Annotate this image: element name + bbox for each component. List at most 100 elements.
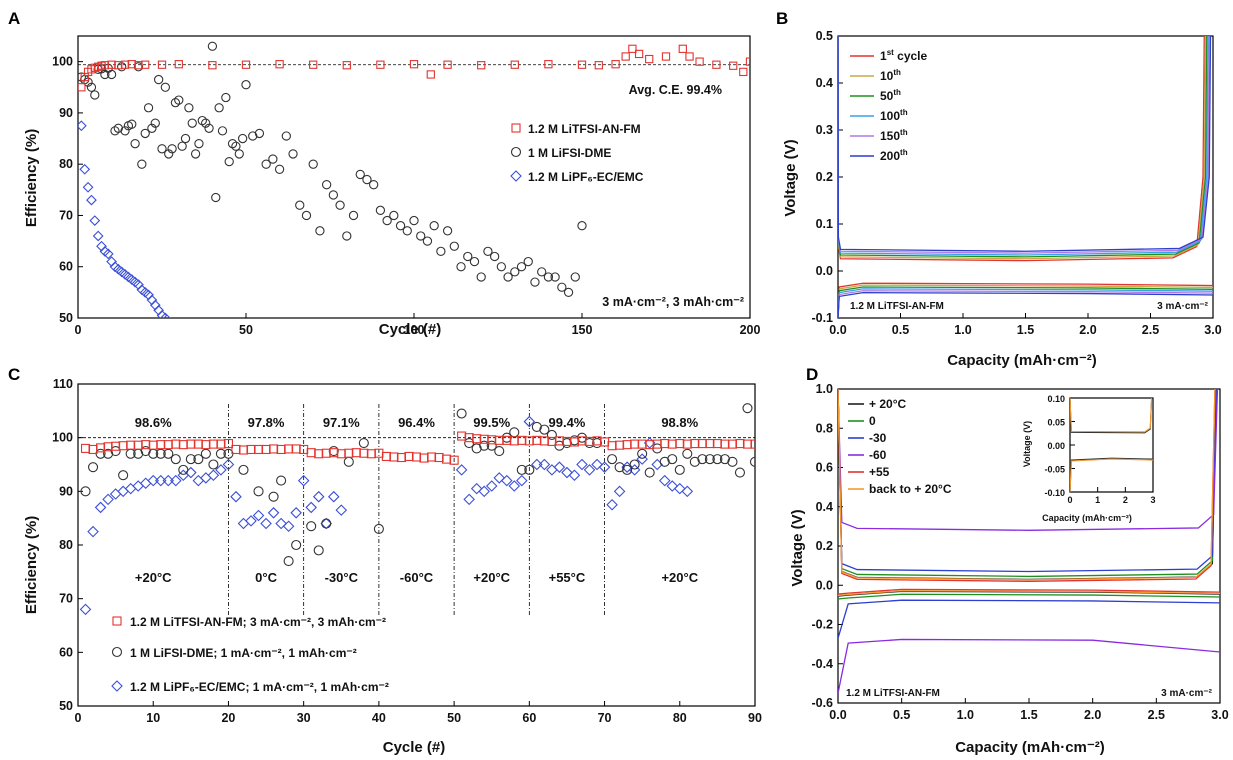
panel-a-point-diamond bbox=[79, 163, 91, 175]
panel-c-xtick-label: 70 bbox=[598, 711, 612, 725]
panel-c-point-circle bbox=[697, 454, 708, 465]
panel-c-point-circle bbox=[629, 459, 640, 470]
panel-c-point-circle bbox=[637, 448, 648, 459]
panel-c-segment-temperature: +55°C bbox=[549, 570, 586, 585]
panel-c-point-circle bbox=[321, 518, 332, 529]
panel-a-point-square bbox=[157, 60, 167, 69]
panel-c-point-square bbox=[750, 439, 755, 449]
panel-c-point-circle bbox=[208, 459, 219, 470]
panel-b-ytick-label: -0.1 bbox=[811, 311, 833, 325]
panel-c-point-diamond bbox=[591, 458, 603, 471]
panel-c-point-circle bbox=[712, 454, 723, 465]
panel-c-segment-efficiency: 99.4% bbox=[549, 415, 586, 430]
panel-a-point-circle bbox=[315, 226, 325, 236]
panel-c-point-circle bbox=[238, 464, 249, 475]
panel-c-point-circle bbox=[682, 448, 693, 459]
panel-a-point-circle bbox=[224, 156, 234, 167]
panel-c-point-circle bbox=[283, 556, 294, 567]
panel-c-point-circle bbox=[607, 454, 618, 465]
panel-c-ytick-label: 70 bbox=[59, 592, 73, 606]
panel-a-point-circle bbox=[241, 80, 251, 90]
panel-c-point-square bbox=[126, 440, 136, 450]
panel-c-point-diamond bbox=[327, 490, 340, 503]
panel-c-point-square bbox=[381, 451, 391, 462]
panel-c-point-square bbox=[426, 452, 437, 462]
panel-c-point-circle bbox=[524, 464, 535, 475]
panel-c-point-diamond bbox=[290, 507, 302, 519]
panel-d-inset-curves bbox=[1070, 398, 1153, 492]
panel-a-point-square bbox=[712, 60, 721, 69]
panel-c-xtick-label: 50 bbox=[447, 711, 461, 725]
panel-a-point-circle bbox=[217, 126, 228, 136]
panel-c-point-diamond bbox=[162, 474, 175, 487]
panel-c-point-circle bbox=[689, 456, 700, 467]
panel-c-ytick-label: 100 bbox=[52, 431, 73, 445]
panel-a-point-circle bbox=[570, 272, 580, 282]
panel-a-point-circle bbox=[211, 192, 221, 203]
panel-c-segment-temperature: -30°C bbox=[325, 570, 359, 585]
panel-a-point-circle bbox=[395, 221, 406, 231]
panel-b-discharge-curve bbox=[838, 291, 1213, 318]
panel-c-point-circle bbox=[531, 421, 542, 432]
panel-a-point-diamond bbox=[86, 194, 97, 206]
panel-a-point-circle bbox=[321, 180, 332, 190]
panel-c-segment-efficiency: 97.8% bbox=[248, 415, 285, 430]
panel-c-point-diamond bbox=[87, 525, 99, 538]
panel-c-point-circle bbox=[178, 464, 189, 475]
panel-c-segment-efficiency: 99.5% bbox=[473, 415, 510, 430]
panel-a-point-circle bbox=[301, 210, 312, 221]
panel-d-inset-ytick-label: 0.00 bbox=[1047, 441, 1065, 451]
panel-c-point-circle bbox=[486, 440, 497, 451]
panel-c-xtick-label: 60 bbox=[522, 711, 536, 725]
panel-d-ytick-label: 0.6 bbox=[816, 461, 833, 475]
panel-a-legend-marker bbox=[510, 170, 522, 182]
panel-d-inset-ytick-label: 0.10 bbox=[1047, 394, 1065, 404]
panel-c-point-circle bbox=[614, 462, 625, 473]
panel-a-point-circle bbox=[234, 149, 244, 159]
panel-c-point-square bbox=[675, 439, 685, 449]
panel-d-charge-curve bbox=[838, 389, 1217, 573]
panel-d-inset-ytick-label: 0.05 bbox=[1047, 418, 1065, 428]
panel-a-point-circle bbox=[389, 210, 399, 221]
panel-d-ytick-label: -0.2 bbox=[811, 618, 833, 632]
panel-c-point-circle bbox=[306, 521, 317, 532]
panel-a-point-circle bbox=[274, 164, 285, 174]
panel-a-legend-2: 1 M LiFSI-DME bbox=[528, 146, 611, 160]
panel-a-point-circle bbox=[436, 246, 446, 256]
panel-a-avg-annotation: Avg. C.E. 99.4% bbox=[629, 83, 722, 97]
panel-c-point-square bbox=[216, 439, 226, 449]
panel-c-point-circle bbox=[200, 448, 211, 459]
panel-a-point-circle bbox=[342, 231, 352, 241]
panel-c-point-square bbox=[735, 439, 745, 449]
panel-b-ytick-label: 0.4 bbox=[816, 76, 833, 90]
panel-c-point-diamond bbox=[260, 517, 272, 530]
panel-a-ytick-label: 50 bbox=[59, 311, 73, 325]
panel-c-point-square bbox=[396, 452, 407, 463]
panel-b-xtick-label: 2.0 bbox=[1079, 323, 1096, 337]
panel-a-point-circle bbox=[237, 133, 248, 144]
panel-c-point-diamond bbox=[553, 461, 566, 473]
panel-d-inset-ytick-label: -0.10 bbox=[1044, 488, 1065, 498]
panel-b-xtick-label: 3.0 bbox=[1204, 323, 1221, 337]
panel-d-inset-xtick-label: 0 bbox=[1067, 495, 1072, 505]
panel-a-point-circle bbox=[113, 123, 123, 133]
panel-c-point-square bbox=[705, 439, 715, 449]
panel-c-point-circle bbox=[667, 454, 678, 465]
panel-d-discharge-curve bbox=[838, 599, 1220, 639]
panel-a-point-circle bbox=[187, 118, 197, 128]
panel-d-ytick-label: -0.6 bbox=[811, 696, 833, 710]
panel-a-point-circle bbox=[194, 139, 204, 149]
panel-b-curves bbox=[838, 36, 1213, 318]
panel-a-point-diamond bbox=[92, 230, 104, 242]
panel-c-legend-marker bbox=[111, 646, 123, 658]
panel-c-point-diamond bbox=[94, 501, 107, 514]
panel-a-point-square bbox=[510, 60, 519, 69]
panel-b-ytick-label: 0.1 bbox=[816, 217, 833, 231]
panel-a-point-circle bbox=[288, 149, 298, 159]
panel-c-ytick-label: 90 bbox=[59, 484, 73, 498]
panel-d-inset-charge-curve bbox=[1070, 398, 1153, 434]
panel-a-point-circle bbox=[248, 131, 258, 141]
panel-a-point-circle bbox=[214, 103, 224, 113]
panel-c-point-square bbox=[80, 443, 91, 453]
